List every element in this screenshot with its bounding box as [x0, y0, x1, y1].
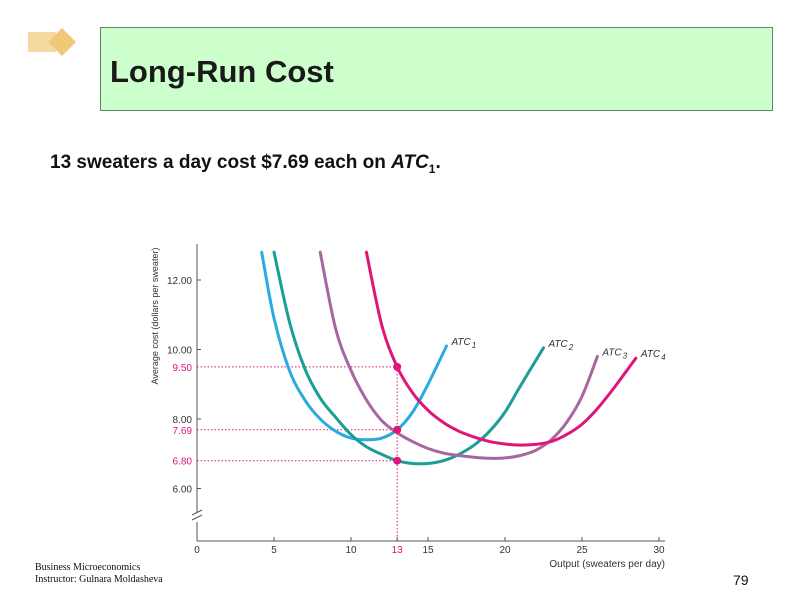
- y-tick-label: 10.00: [167, 346, 192, 357]
- subtitle-main: 13 sweaters a day cost $7.69 each on: [50, 152, 392, 173]
- highlight-point: [393, 456, 402, 465]
- atc4-label-sub: 4: [661, 353, 666, 362]
- y-tick-label: 12.00: [167, 276, 192, 287]
- subtitle-sub: 1: [428, 161, 436, 176]
- y-tick-label: 8.00: [173, 415, 193, 426]
- x-tick-label: 10: [345, 545, 357, 556]
- atc2-curve: [272, 250, 545, 466]
- x-tick-label: 13: [392, 545, 404, 556]
- atc1-label-sub: 1: [472, 341, 476, 350]
- x-tick-label: 5: [271, 545, 277, 556]
- y-axis-title: Average cost (dollars per sweater): [150, 248, 160, 385]
- highlight-value-label: 9.50: [173, 363, 193, 374]
- subtitle-var: ATC: [391, 152, 429, 173]
- x-tick-label: 25: [576, 545, 588, 556]
- atc4-label-name: ATC: [640, 349, 661, 360]
- x-tick-label: 20: [499, 545, 511, 556]
- atc2-label: ATC2: [548, 339, 574, 352]
- x-tick-label: 15: [422, 545, 434, 556]
- slide-subtitle: 13 sweaters a day cost $7.69 each on ATC…: [50, 152, 441, 176]
- atc1-label-name: ATC: [450, 337, 471, 348]
- atc2-label-sub: 2: [568, 343, 574, 352]
- atc1-label: ATC1: [450, 337, 476, 350]
- x-tick-label: 0: [194, 545, 200, 556]
- highlight-value-label: 6.80: [173, 457, 193, 468]
- highlight-value-label: 7.69: [173, 426, 193, 437]
- atc3-label-name: ATC: [601, 347, 622, 358]
- atc2-label-name: ATC: [548, 339, 569, 350]
- y-axis-break-mark-2: [191, 514, 203, 521]
- footer-line-1: Business Microeconomics: [35, 562, 141, 573]
- highlight-point: [393, 425, 402, 434]
- title-box: Long-Run Cost: [100, 27, 773, 111]
- footer: Business Microeconomics Instructor: Guln…: [35, 562, 163, 586]
- x-tick-label: 30: [653, 545, 665, 556]
- diamond-decor-icon: [28, 28, 76, 56]
- y-axis-break-mark-1: [191, 509, 203, 516]
- subtitle-end: .: [435, 152, 441, 173]
- footer-line-2: Instructor: Gulnara Moldasheva: [35, 574, 163, 585]
- x-axis-title: Output (sweaters per day): [549, 559, 665, 570]
- atc3-curve: [318, 250, 599, 460]
- page-number: 79: [733, 572, 749, 588]
- atc4-label: ATC4: [640, 349, 666, 362]
- atc1-curve: [260, 250, 448, 442]
- atc4-curve: [364, 250, 638, 447]
- atc3-label-sub: 3: [623, 351, 628, 360]
- highlight-point: [393, 362, 402, 371]
- atc3-label: ATC3: [601, 347, 627, 360]
- y-tick-label: 6.00: [173, 485, 193, 496]
- slide-title: Long-Run Cost: [110, 54, 334, 89]
